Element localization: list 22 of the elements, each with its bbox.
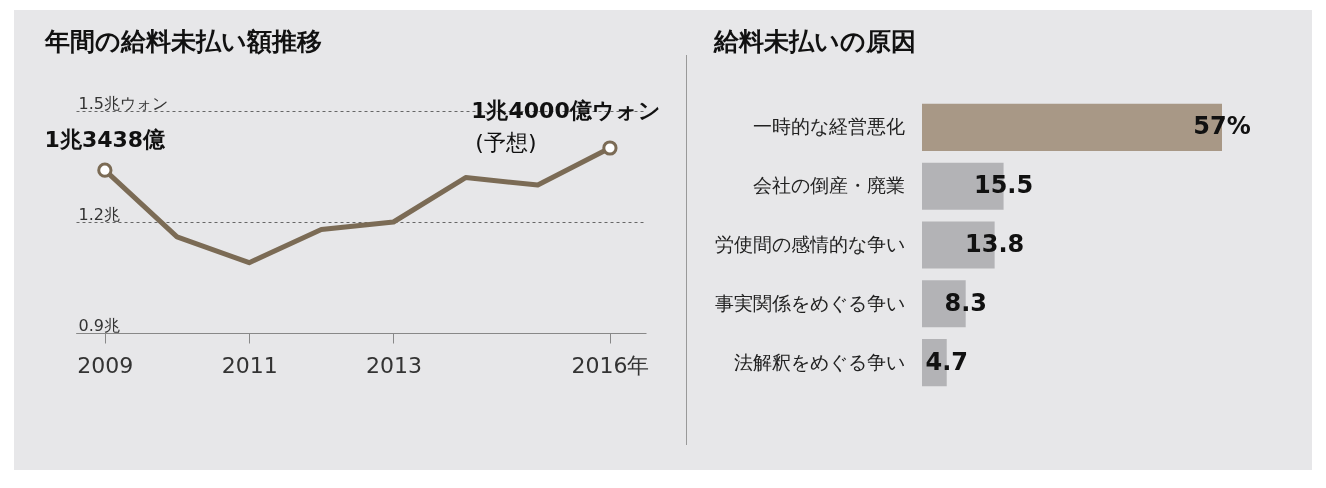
x-tick-label: 2016年 [571, 352, 650, 378]
y-tick-label: 法解釈をめぐる争い [733, 350, 905, 373]
annotation: 1兆4000億ウォン [471, 98, 661, 123]
chart-title: 年間の給料未払い額推移 [43, 27, 322, 56]
x-tick-label: 2013 [365, 352, 422, 378]
y-tick-label: 0.9兆 [78, 315, 120, 335]
y-tick-label: 会社の倒産・廃業 [752, 174, 905, 197]
y-tick-label: 一時的な経営悪化 [752, 115, 905, 138]
chart-title: 給料未払いの原因 [713, 27, 916, 56]
x-tick-label: 2009 [77, 352, 134, 378]
data-label: 57% [1193, 112, 1251, 141]
data-label: 13.8 [965, 230, 1025, 258]
annotation: 1兆3438億 [44, 127, 167, 153]
data-label: 4.7 [925, 347, 968, 376]
data-label: 8.3 [944, 288, 987, 317]
x-tick-label: 2011 [221, 352, 278, 378]
data-label: 15.5 [973, 171, 1034, 200]
y-tick-label: 1.2兆 [78, 204, 120, 224]
y-tick-label: 1.5兆ウォン [78, 93, 168, 113]
y-tick-label: 労使間の感情的な争い [714, 233, 905, 255]
annotation: (予想) [475, 130, 537, 155]
y-tick-label: 事実関係をめぐる争い [714, 291, 905, 314]
